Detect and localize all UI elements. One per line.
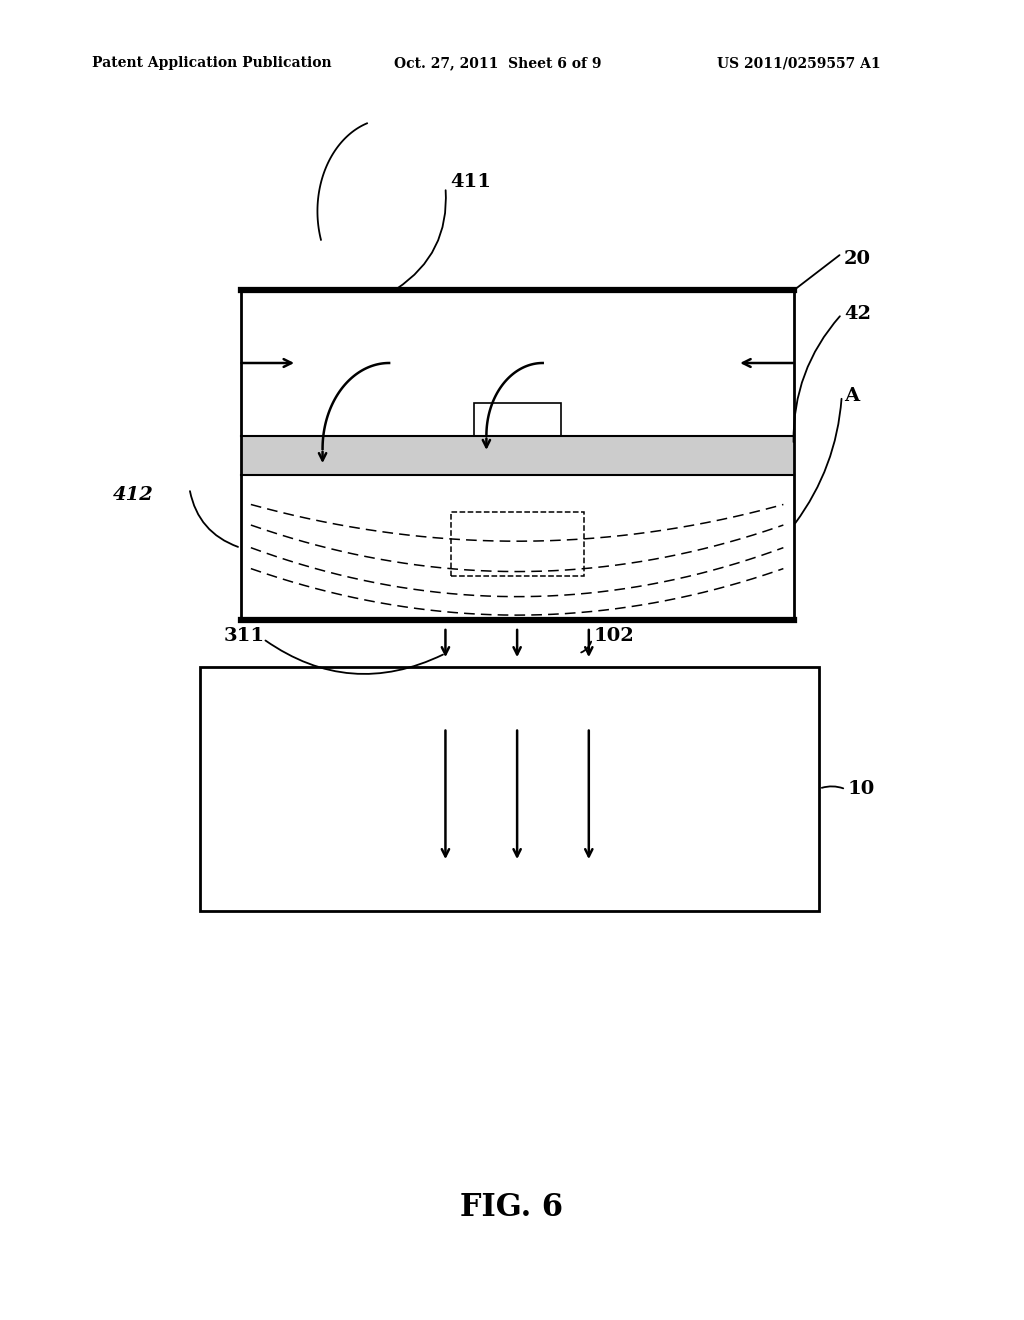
Text: 10: 10 [848, 780, 876, 799]
Bar [473, 403, 561, 436]
Text: FIG. 6: FIG. 6 [461, 1192, 563, 1224]
Text: 411: 411 [451, 173, 492, 191]
Text: 412: 412 [113, 486, 154, 504]
Bar [241, 436, 794, 475]
Text: Patent Application Publication: Patent Application Publication [92, 57, 332, 70]
Bar [451, 512, 584, 576]
Text: Oct. 27, 2011  Sheet 6 of 9: Oct. 27, 2011 Sheet 6 of 9 [394, 57, 602, 70]
Text: 42: 42 [844, 305, 870, 323]
Text: A: A [844, 387, 859, 405]
Text: 102: 102 [594, 627, 635, 645]
Text: US 2011/0259557 A1: US 2011/0259557 A1 [717, 57, 881, 70]
Bar [200, 667, 819, 911]
Text: 311: 311 [223, 627, 264, 645]
Text: 20: 20 [844, 249, 870, 268]
